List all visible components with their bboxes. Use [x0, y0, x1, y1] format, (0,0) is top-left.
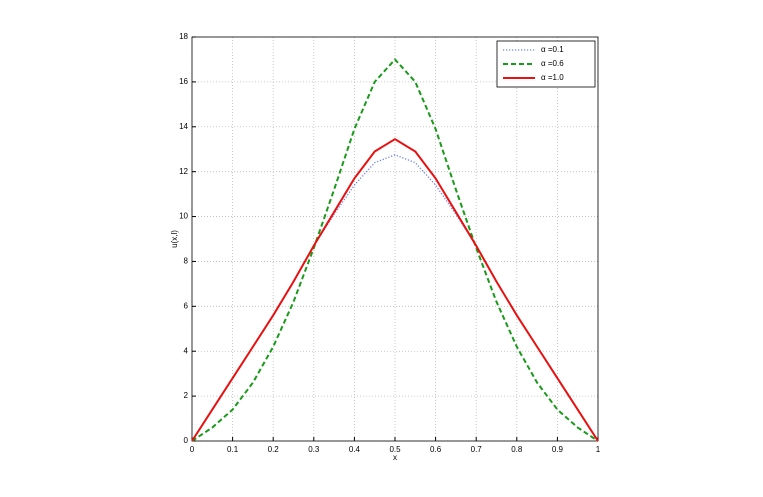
- x-tick-label: 0: [190, 445, 195, 454]
- y-tick-label: 2: [184, 391, 189, 400]
- y-tick-label: 6: [184, 301, 189, 310]
- x-tick-label: 0.4: [349, 445, 361, 454]
- y-tick-label: 4: [184, 346, 189, 355]
- y-tick-label: 10: [179, 212, 188, 221]
- axes-frame: [191, 36, 599, 442]
- legend-label: α =0.1: [541, 45, 564, 54]
- y-axis-label: u(x,l): [170, 230, 179, 248]
- y-tick-label: 0: [184, 436, 189, 445]
- x-tick-label: 0.8: [511, 445, 523, 454]
- legend-label: α =0.6: [541, 59, 564, 68]
- legend-label: α =1.0: [541, 73, 564, 82]
- x-axis-label: x: [393, 453, 397, 462]
- x-tick-label: 0.9: [552, 445, 564, 454]
- y-tick-label: 16: [179, 77, 188, 86]
- x-tick-label: 0.6: [430, 445, 442, 454]
- y-tick-label: 8: [184, 257, 189, 266]
- y-tick-label: 12: [179, 167, 188, 176]
- x-tick-label: 0.7: [471, 445, 483, 454]
- series-line: [191, 57, 599, 442]
- x-tick-label: 0.1: [227, 445, 239, 454]
- x-tick-label: 1: [596, 445, 601, 454]
- x-tick-label: 0.5: [389, 445, 401, 454]
- y-tick-label: 18: [179, 32, 188, 41]
- x-tick-label: 0.3: [308, 445, 320, 454]
- x-tick-label: 0.2: [268, 445, 280, 454]
- y-tick-label: 14: [179, 122, 188, 131]
- series-line: [191, 137, 599, 442]
